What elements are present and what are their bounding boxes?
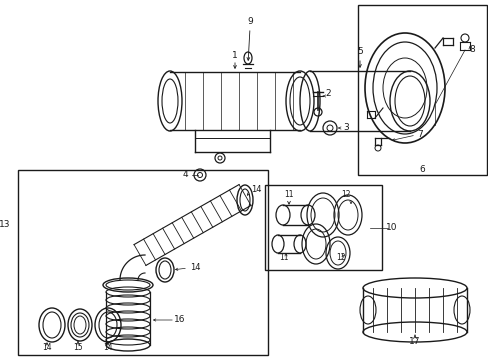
- Text: 3: 3: [343, 123, 348, 132]
- Bar: [18, 170, 267, 355]
- Text: 11: 11: [284, 190, 293, 199]
- Text: 6: 6: [418, 166, 424, 175]
- Text: 17: 17: [408, 338, 420, 346]
- Text: 14: 14: [103, 343, 113, 352]
- Text: 9: 9: [246, 18, 252, 27]
- Text: 13: 13: [0, 220, 10, 230]
- Text: 16: 16: [174, 315, 185, 324]
- Text: 2: 2: [325, 90, 330, 99]
- Bar: [357, 5, 486, 175]
- Text: 1: 1: [232, 50, 237, 59]
- Text: 7: 7: [416, 130, 422, 139]
- Bar: [264, 185, 381, 270]
- Text: 14: 14: [250, 185, 261, 194]
- Text: 15: 15: [73, 343, 82, 352]
- Text: 5: 5: [356, 48, 362, 57]
- Text: 14: 14: [42, 343, 52, 352]
- Text: 11: 11: [279, 253, 288, 262]
- Text: 14: 14: [189, 264, 200, 273]
- Text: 10: 10: [386, 224, 397, 233]
- Text: 4: 4: [182, 171, 187, 180]
- Text: 12: 12: [336, 253, 345, 262]
- Text: 8: 8: [468, 45, 474, 54]
- Text: 12: 12: [341, 190, 350, 199]
